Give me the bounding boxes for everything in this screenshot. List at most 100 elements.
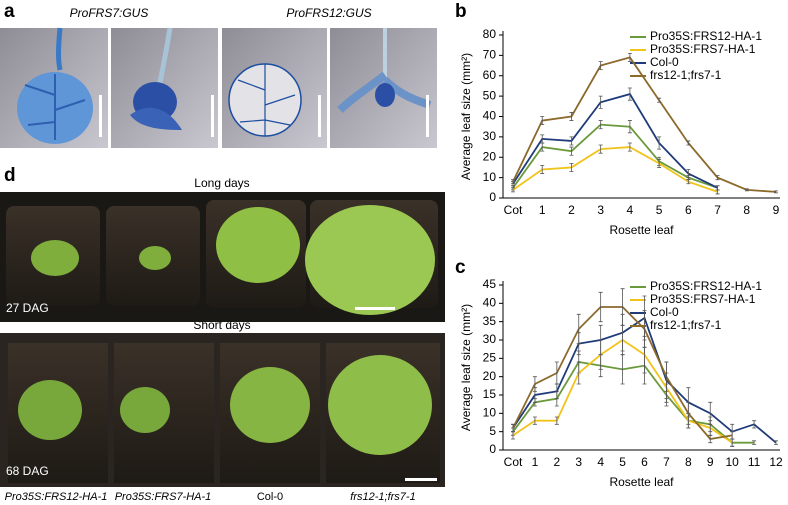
error-bar [657, 136, 662, 150]
error-bar [569, 112, 574, 121]
error-bar [532, 416, 537, 425]
photo-label: ProFRS12:GUS [286, 6, 371, 20]
y-tick-label: 5 [489, 424, 496, 438]
error-bar [598, 120, 603, 130]
x-tick-label: 5 [619, 455, 626, 469]
x-tick-label: 4 [597, 455, 604, 469]
error-bar [576, 361, 581, 385]
error-bar [708, 434, 713, 444]
error-bar [540, 165, 545, 174]
error-bar [511, 187, 515, 193]
y-tick-label: 20 [483, 369, 497, 383]
x-tick-label: 5 [656, 203, 663, 217]
x-tick-label: 2 [568, 203, 575, 217]
x-tick-label: 4 [627, 203, 634, 217]
error-bar [774, 190, 778, 194]
legend-label: Col-0 [650, 55, 679, 69]
x-tick-label: 1 [532, 455, 539, 469]
y-tick-label: 50 [483, 88, 497, 102]
y-tick-label: 25 [483, 351, 497, 365]
x-tick-label: 7 [663, 455, 670, 469]
x-tick-label: 9 [707, 455, 714, 469]
error-bar [627, 52, 632, 62]
series-line [512, 361, 755, 444]
legend-label: Col-0 [650, 305, 679, 319]
y-tick-label: 10 [483, 406, 497, 420]
series-line [512, 123, 718, 189]
error-bar [642, 310, 647, 348]
error-bar [657, 158, 662, 168]
legend-label: Pro35S:FRS12-HA-1 [650, 279, 762, 293]
error-bar [540, 134, 545, 144]
y-tick-label: 60 [483, 68, 497, 82]
y-tick-label: 70 [483, 48, 497, 62]
error-bar [576, 313, 581, 345]
error-bar [532, 376, 537, 392]
error-bar [569, 146, 574, 156]
error-bar [627, 142, 632, 152]
error-bar [730, 431, 735, 440]
error-bar [511, 423, 515, 433]
error-bar [715, 175, 720, 181]
error-bar [554, 416, 559, 425]
y-tick-label: 30 [483, 129, 497, 143]
genotype-label: frs12-1;frs7-1 [350, 491, 415, 503]
series-line [512, 93, 718, 189]
legend-label: Pro35S:FRS12-HA-1 [650, 29, 762, 43]
legend-label: frs12-1;frs7-1 [650, 68, 722, 82]
error-bar [554, 361, 559, 385]
genotype-label: Pro35S:FRS7-HA-1 [115, 491, 212, 503]
x-axis-label: Rosette leaf [609, 475, 674, 489]
x-tick-label: Cot [504, 203, 523, 217]
error-bar [620, 288, 625, 326]
x-tick-label: 6 [641, 455, 648, 469]
error-bar [686, 169, 691, 179]
error-bar [744, 188, 749, 192]
x-axis-label: Rosette leaf [609, 223, 674, 237]
error-bar [708, 401, 713, 425]
series-line [512, 56, 777, 193]
y-tick-label: 35 [483, 314, 497, 328]
x-tick-label: 11 [748, 455, 761, 469]
error-bar [598, 95, 603, 109]
y-tick-label: 0 [489, 190, 496, 204]
x-tick-label: 7 [714, 203, 721, 217]
x-tick-label: 3 [575, 455, 582, 469]
error-bar [598, 291, 603, 323]
error-bar [686, 179, 691, 185]
y-tick-label: 80 [483, 27, 497, 41]
error-bar [569, 162, 574, 172]
x-tick-label: 8 [743, 203, 750, 217]
error-bar [752, 440, 757, 445]
y-axis-label: Average leaf size (mm²) [459, 53, 473, 180]
gus-photos [0, 27, 437, 148]
panel-label: c [455, 257, 466, 278]
plant-photos [0, 192, 445, 487]
error-bar [657, 97, 662, 103]
panel-label: b [455, 1, 467, 22]
y-tick-label: 10 [483, 170, 497, 184]
legend-label: Pro35S:FRS7-HA-1 [650, 292, 756, 306]
y-tick-label: 0 [489, 442, 496, 456]
error-bar [686, 140, 691, 146]
y-tick-label: 40 [483, 109, 497, 123]
x-tick-label: 3 [597, 203, 604, 217]
panel-label: a [4, 1, 15, 22]
y-axis-label: Average leaf size (mm²) [459, 304, 473, 431]
error-bar [511, 179, 515, 185]
genotype-label: Col-0 [257, 491, 283, 503]
y-tick-label: 40 [483, 296, 497, 310]
photo-label: ProFRS7:GUS [70, 6, 149, 20]
x-tick-label: Cot [504, 455, 523, 469]
genotype-label: Pro35S:FRS12-HA-1 [5, 491, 108, 503]
error-bar [598, 61, 603, 71]
photo-label: Long days [194, 176, 249, 190]
legend-label: frs12-1;frs7-1 [650, 318, 722, 332]
error-bar [627, 87, 632, 101]
error-bar [774, 440, 778, 445]
error-bar [664, 361, 669, 392]
panel-label: d [4, 165, 16, 186]
x-tick-label: 10 [725, 455, 739, 469]
